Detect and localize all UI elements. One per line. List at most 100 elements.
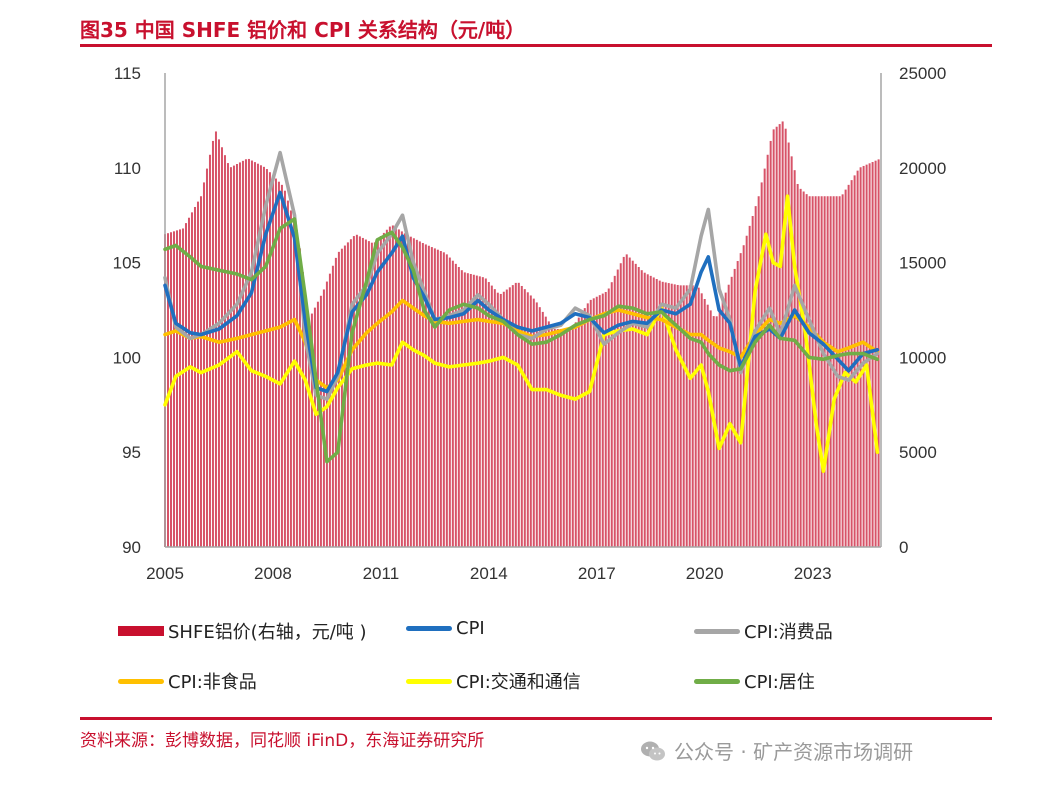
shfe-bar [436,249,439,547]
legend-label-shfe: SHFE铝价(右轴，元/吨 ) [168,622,367,643]
shfe-bar [733,268,736,547]
shfe-bar [352,236,355,547]
shfe-bar [571,327,574,547]
shfe-bar [616,269,619,547]
shfe-bar [682,285,685,547]
shfe-bar [172,231,175,547]
shfe-bar [313,307,316,547]
legend-swatch-housing [694,678,740,684]
shfe-bar [277,181,280,547]
axes-group [164,73,882,548]
legend-label-cpi: CPI [456,618,485,639]
legend-swatch-nonfood [118,678,164,684]
shfe-bar [529,295,532,547]
shfe-bar [259,165,262,547]
y-right-tick: 15000 [899,254,946,273]
shfe-bar [517,282,520,547]
shfe-bar [694,285,697,547]
shfe-bar [424,244,427,547]
shfe-bar [181,228,184,547]
shfe-bar [541,311,544,547]
y-right-tick: 5000 [899,443,937,462]
shfe-bar [241,160,244,547]
shfe-bar [376,239,379,547]
legend-swatch-transport [406,678,452,684]
shfe-bar [643,272,646,547]
shfe-bar [772,129,775,547]
shfe-bar [322,289,325,547]
shfe-bar [382,232,385,547]
shfe-bar [628,257,631,547]
shfe-bar [751,215,754,548]
shfe-bar [826,196,829,548]
x-tick: 2023 [794,564,832,583]
x-tick: 2014 [470,564,508,583]
shfe-bar [526,292,529,547]
shfe-bar [244,159,247,547]
shfe-bar [637,267,640,547]
shfe-bar [448,257,451,547]
shfe-bar [622,256,625,547]
y-right-tick: 0 [899,538,908,557]
shfe-bar [205,168,208,547]
shfe-bar [337,251,340,548]
shfe-bar [655,279,658,547]
shfe-bar [190,212,193,548]
shfe-bar [184,223,187,547]
shfe-bar [466,273,469,547]
shfe-bar [481,277,484,547]
y-left-tick: 100 [113,348,141,367]
shfe-bar [502,291,505,547]
shfe-bar [514,282,517,547]
line-housing [163,217,880,464]
shfe-bar [634,263,637,547]
shfe-bar [409,236,412,547]
shfe-bar [562,328,565,547]
shfe-bar [664,282,667,547]
legend-swatch-consumer [694,628,740,634]
shfe-bar [388,226,391,547]
shfe-bar [580,312,583,547]
legend-item-cpi: CPI [406,618,485,639]
shfe-bar [274,178,277,548]
shfe-bar [799,188,802,547]
shfe-bar [271,175,274,547]
x-tick: 2008 [254,564,292,583]
shfe-bar [328,273,331,547]
shfe-bar [640,270,643,547]
shfe-bar [631,260,634,547]
shfe-bar [250,160,253,547]
source-rule [80,717,992,720]
shfe-bar [646,274,649,547]
shfe-bar [727,284,730,547]
source-note: 资料来源：彭博数据，同花顺 iFinD，东海证券研究所 [80,731,485,751]
y-left-tick: 90 [122,538,141,557]
shfe-bar [619,263,622,547]
shfe-bar [544,316,547,547]
shfe-bar [346,242,349,547]
shfe-bar [667,283,670,547]
shfe-bar [167,233,169,547]
shfe-bar [451,260,454,547]
legend-swatch-shfe [118,626,164,636]
shfe-bar [658,280,661,547]
shfe-bar [721,300,724,547]
legend-label-housing: CPI:居住 [744,672,815,693]
shfe-bar [367,241,370,548]
shfe-bar [538,307,541,547]
shfe-bar [841,194,844,547]
shfe-bar [358,236,361,547]
shfe-bar [379,236,382,547]
watermark: 公众号 · 矿产资源市场调研 [640,736,913,765]
shfe-bar [523,289,526,547]
shfe-bar [433,248,436,547]
legend-item-transport: CPI:交通和通信 [406,668,581,694]
shfe-bar [787,142,790,547]
x-tick: 2005 [146,564,184,583]
shfe-bar [223,155,226,547]
legend-item-shfe: SHFE铝价(右轴，元/吨 ) [118,618,367,644]
shfe-bar [232,165,235,547]
shfe-bar [817,196,820,548]
bar-series-group [164,121,880,548]
